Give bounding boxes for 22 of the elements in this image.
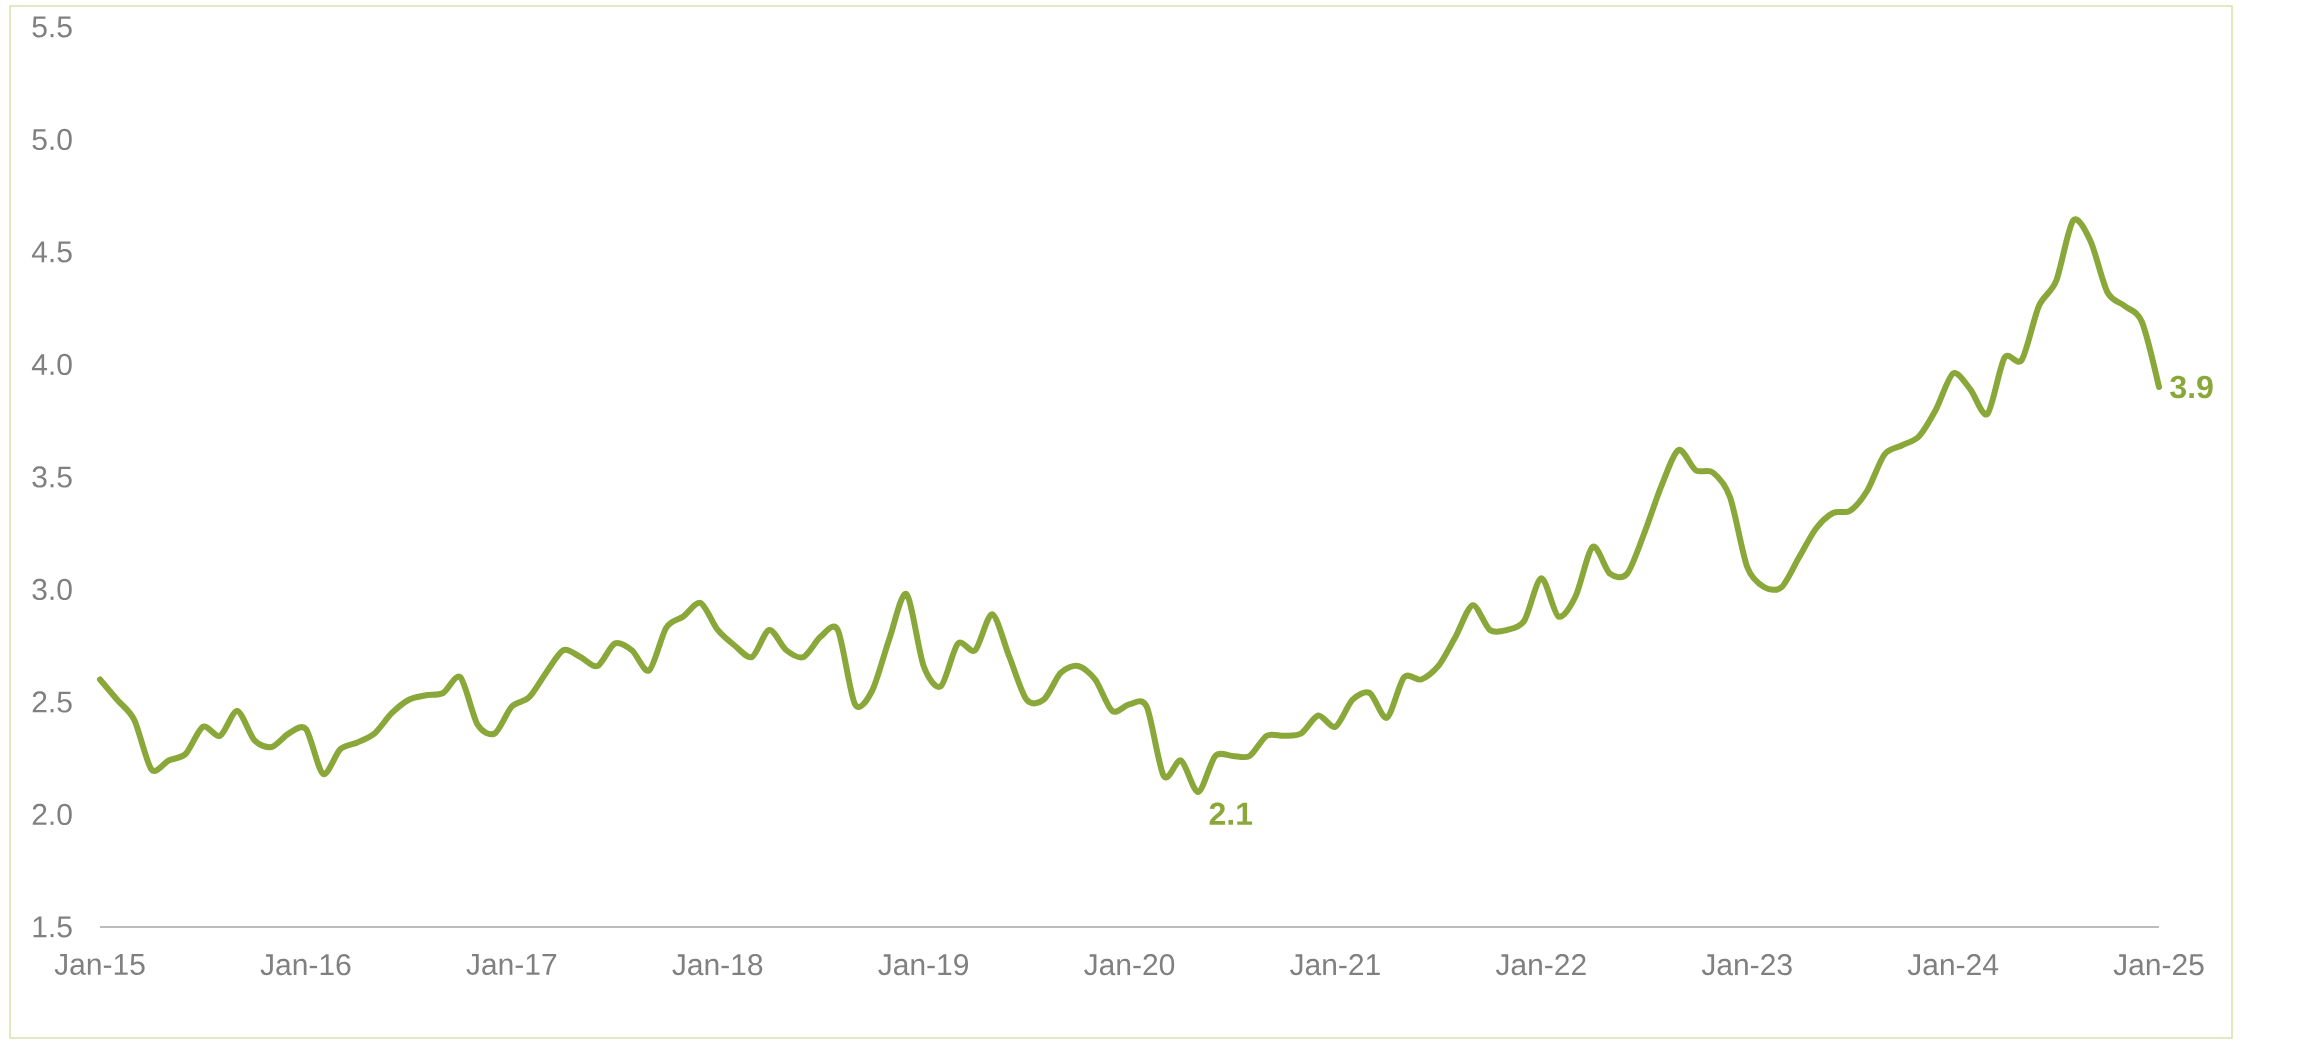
x-tick-label: Jan-21 — [1290, 954, 1380, 976]
x-tick-label: Jan-18 — [672, 954, 763, 976]
y-tick-label: 3.5 — [32, 466, 72, 488]
x-tick-label: Jan-19 — [878, 954, 969, 976]
x-tick-label: Jan-24 — [1907, 954, 1999, 976]
y-tick-label: 4.0 — [31, 353, 72, 376]
x-tick-label: Jan-16 — [260, 954, 351, 976]
y-tick-label: 5.0 — [32, 128, 72, 151]
x-tick-label: Jan-22 — [1495, 954, 1586, 976]
x-tick-label: Jan-17 — [466, 954, 557, 975]
x-tick-label: Jan-20 — [1084, 954, 1175, 976]
data-label: 2.1 — [1209, 802, 1253, 825]
y-tick-label: 2.5 — [32, 691, 72, 713]
x-tick-label: Jan-23 — [1701, 954, 1792, 976]
x-tick-label: Jan-15 — [54, 954, 145, 975]
y-tick-label: 1.5 — [33, 916, 72, 938]
y-tick-label: 3.0 — [32, 578, 72, 601]
y-tick-label: 4.5 — [31, 241, 72, 263]
y-tick-label: 2.0 — [32, 803, 72, 826]
data-label: 3.9 — [2170, 375, 2213, 399]
y-tick-label: 5.5 — [32, 16, 72, 38]
x-tick-label: Jan-25 — [2113, 954, 2204, 976]
